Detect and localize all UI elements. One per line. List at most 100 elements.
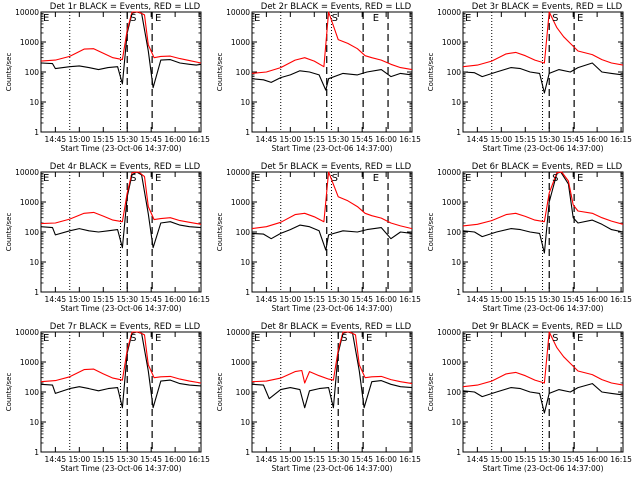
series-line-events bbox=[40, 331, 202, 409]
y-tick-label: 1 bbox=[245, 128, 250, 137]
chart-title: Det 7r BLACK = Events, RED = LLD bbox=[50, 322, 201, 332]
x-tick-label: 16:15 bbox=[399, 135, 421, 144]
y-tick-label: 10 bbox=[240, 418, 250, 427]
y-tick-label: 1 bbox=[34, 448, 39, 457]
x-tick-label: 15:15 bbox=[92, 295, 114, 304]
x-tick-label: 16:15 bbox=[610, 295, 632, 304]
marker-label: E bbox=[577, 13, 583, 24]
y-tick-label: 100 bbox=[447, 68, 462, 77]
x-axis-label: Start Time (23-Oct-06 14:37:00) bbox=[60, 144, 181, 153]
y-axis-label: Counts/sec bbox=[216, 213, 224, 252]
marker-label: E bbox=[465, 333, 471, 344]
x-tick-label: 15:30 bbox=[116, 295, 138, 304]
series-line-events bbox=[251, 331, 413, 409]
chart-panel: Det 9r BLACK = Events, RED = LLD 1 10 100 10… bbox=[427, 322, 632, 473]
marker-label: S bbox=[130, 173, 136, 184]
x-axis-label: Start Time (23-Oct-06 14:37:00) bbox=[482, 144, 603, 153]
series-line-lld bbox=[462, 171, 624, 227]
x-tick-label: 15:15 bbox=[92, 455, 114, 464]
x-tick-label: 15:00 bbox=[280, 295, 302, 304]
chart-title: Det 2r BLACK = Events, RED = LLD bbox=[261, 2, 412, 12]
marker-label: E bbox=[465, 173, 471, 184]
marker-label: S bbox=[332, 13, 338, 24]
series-line-events bbox=[462, 171, 624, 254]
chart-panel: Det 8r BLACK = Events, RED = LLD 1 10 100 10… bbox=[216, 322, 421, 473]
x-tick-label: 16:15 bbox=[188, 295, 210, 304]
series-line-events bbox=[462, 383, 624, 414]
series-line-events bbox=[40, 171, 202, 249]
y-tick-label: 1 bbox=[456, 448, 461, 457]
y-tick-label: 1 bbox=[34, 128, 39, 137]
x-tick-label: 14:45 bbox=[256, 295, 278, 304]
marker-label: E bbox=[43, 13, 49, 24]
chart-panel: Det 7r BLACK = Events, RED = LLD 1 10 100 10… bbox=[5, 322, 210, 473]
x-tick-label: 15:15 bbox=[303, 295, 325, 304]
marker-label: E bbox=[254, 13, 260, 24]
x-tick-label: 15:45 bbox=[140, 295, 162, 304]
y-tick-label: 10000 bbox=[437, 8, 461, 17]
marker-label: S bbox=[130, 333, 136, 344]
y-tick-label: 100 bbox=[236, 68, 251, 77]
x-tick-label: 16:00 bbox=[586, 135, 608, 144]
x-tick-label: 15:30 bbox=[538, 135, 560, 144]
y-tick-label: 1 bbox=[456, 128, 461, 137]
x-tick-label: 15:30 bbox=[116, 135, 138, 144]
x-tick-label: 15:30 bbox=[327, 295, 349, 304]
x-axis-label: Start Time (23-Oct-06 14:37:00) bbox=[60, 304, 181, 313]
x-tick-label: 16:00 bbox=[586, 455, 608, 464]
y-axis-label: Counts/sec bbox=[5, 373, 13, 412]
x-tick-label: 15:15 bbox=[514, 295, 536, 304]
chart-title: Det 4r BLACK = Events, RED = LLD bbox=[50, 162, 201, 172]
chart-panel: Det 2r BLACK = Events, RED = LLD 1 10 100 10… bbox=[216, 2, 421, 153]
y-tick-label: 100 bbox=[25, 68, 40, 77]
x-tick-label: 15:45 bbox=[562, 135, 584, 144]
x-tick-label: 15:30 bbox=[327, 135, 349, 144]
x-tick-label: 15:30 bbox=[327, 455, 349, 464]
x-tick-label: 14:45 bbox=[45, 295, 67, 304]
series-line-lld bbox=[40, 171, 202, 225]
y-tick-label: 1000 bbox=[231, 358, 250, 367]
x-axis-label: Start Time (23-Oct-06 14:37:00) bbox=[482, 464, 603, 473]
marker-label: E bbox=[366, 333, 372, 344]
x-tick-label: 15:45 bbox=[562, 455, 584, 464]
y-tick-label: 1000 bbox=[442, 198, 461, 207]
y-tick-label: 10 bbox=[29, 418, 39, 427]
x-tick-label: 16:15 bbox=[188, 455, 210, 464]
chart-panel: Det 4r BLACK = Events, RED = LLD 1 10 100 10… bbox=[5, 162, 210, 313]
y-tick-label: 10 bbox=[451, 418, 461, 427]
marker-label: E bbox=[155, 333, 161, 344]
x-tick-label: 16:15 bbox=[399, 295, 421, 304]
y-tick-label: 10 bbox=[29, 258, 39, 267]
y-tick-label: 1000 bbox=[20, 198, 39, 207]
y-tick-label: 10 bbox=[29, 98, 39, 107]
series-line-events bbox=[251, 224, 413, 251]
x-tick-label: 14:45 bbox=[256, 135, 278, 144]
x-tick-label: 16:15 bbox=[399, 455, 421, 464]
marker-label: E bbox=[577, 333, 583, 344]
y-axis-label: Counts/sec bbox=[427, 373, 435, 412]
x-tick-label: 15:15 bbox=[92, 135, 114, 144]
x-tick-label: 16:00 bbox=[164, 455, 186, 464]
x-tick-label: 15:15 bbox=[514, 135, 536, 144]
chart-title: Det 6r BLACK = Events, RED = LLD bbox=[472, 162, 623, 172]
x-tick-label: 15:00 bbox=[491, 135, 513, 144]
y-tick-label: 100 bbox=[25, 388, 40, 397]
x-tick-label: 16:00 bbox=[164, 135, 186, 144]
y-tick-label: 1000 bbox=[442, 38, 461, 47]
series-line-lld bbox=[40, 11, 202, 64]
x-tick-label: 16:15 bbox=[188, 135, 210, 144]
y-tick-label: 10000 bbox=[437, 328, 461, 337]
y-axis-label: Counts/sec bbox=[216, 53, 224, 92]
y-tick-label: 100 bbox=[25, 228, 40, 237]
chart-panel: Det 3r BLACK = Events, RED = LLD 1 10 100 10… bbox=[427, 2, 632, 153]
x-tick-label: 16:15 bbox=[610, 135, 632, 144]
chart-title: Det 5r BLACK = Events, RED = LLD bbox=[261, 162, 412, 172]
marker-label: E bbox=[254, 173, 260, 184]
chart-panel: Det 6r BLACK = Events, RED = LLD 1 10 100 10… bbox=[427, 162, 632, 313]
x-tick-label: 15:45 bbox=[351, 135, 373, 144]
y-tick-label: 100 bbox=[236, 388, 251, 397]
series-line-lld bbox=[462, 11, 624, 68]
y-tick-label: 10000 bbox=[226, 168, 250, 177]
chart-title: Det 8r BLACK = Events, RED = LLD bbox=[261, 322, 412, 332]
